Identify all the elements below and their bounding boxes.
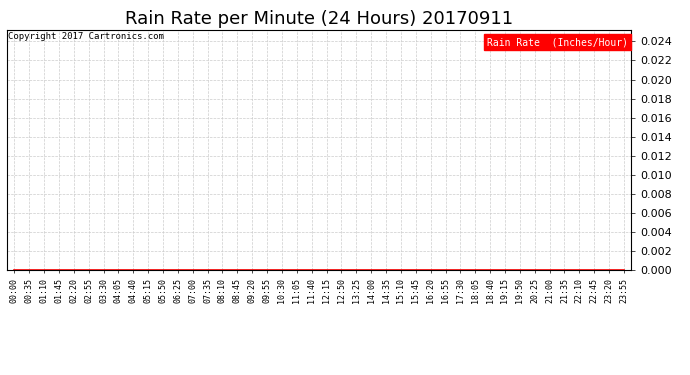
Text: Rain Rate  (Inches/Hour): Rain Rate (Inches/Hour) bbox=[487, 37, 628, 47]
Text: Copyright 2017 Cartronics.com: Copyright 2017 Cartronics.com bbox=[8, 32, 164, 41]
Title: Rain Rate per Minute (24 Hours) 20170911: Rain Rate per Minute (24 Hours) 20170911 bbox=[125, 10, 513, 28]
